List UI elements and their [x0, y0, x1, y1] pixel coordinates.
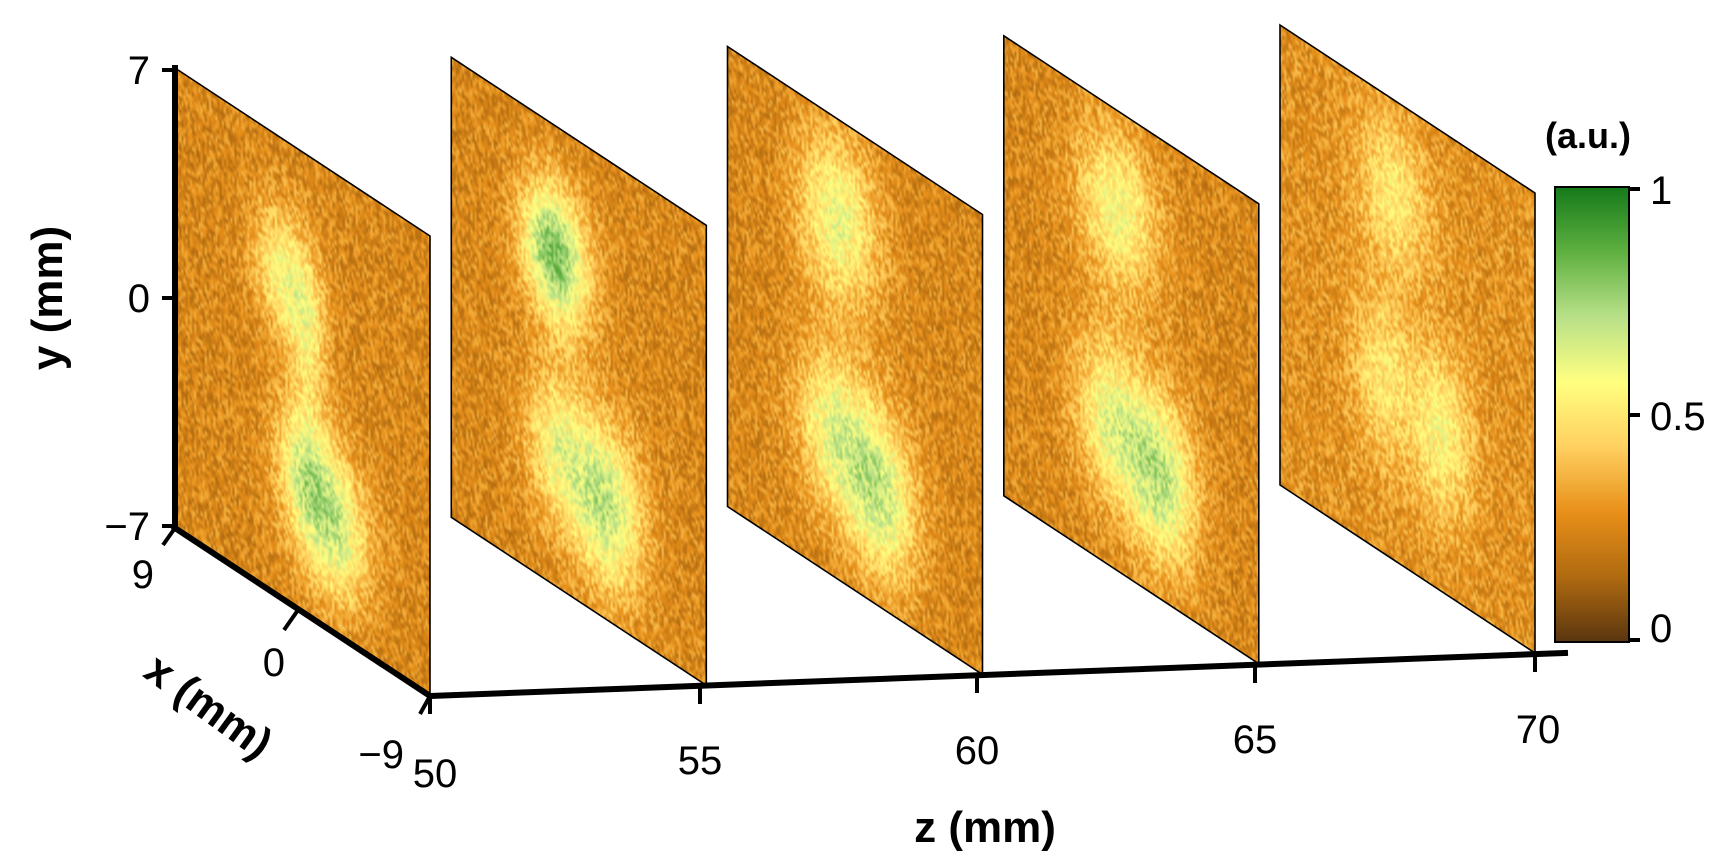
slice-group	[175, 25, 1535, 696]
y-axis-title: y (mm)	[23, 226, 72, 370]
slice-frame	[451, 57, 706, 685]
slice-z-70	[1280, 25, 1535, 653]
x-tick-9	[161, 526, 177, 547]
colorbar-tick-label: 0	[1650, 607, 1672, 651]
x-axis-title: x (mm)	[136, 644, 282, 768]
colorbar-tick-label: 1	[1650, 169, 1672, 213]
slice-z-60	[728, 47, 983, 675]
y-tick-label: 7	[128, 49, 150, 93]
z-axis-line	[426, 649, 1569, 700]
slice-heatmap	[1280, 25, 1535, 653]
slice-frame	[1280, 25, 1535, 653]
slice-z-55	[451, 57, 706, 685]
colorbar: (a.u.) 1 0.5 0	[1545, 115, 1706, 651]
z-tick-label: 50	[413, 752, 458, 796]
colorbar-tick-label: 0.5	[1650, 395, 1706, 439]
slice-frame	[728, 47, 983, 675]
x-tick-label: 0	[263, 641, 285, 685]
z-tick-label: 65	[1233, 718, 1278, 762]
x-tick-label: 9	[132, 553, 154, 597]
slice-frame	[1004, 36, 1259, 664]
x-axis-line	[170, 523, 435, 701]
colorbar-gradient	[1554, 186, 1630, 643]
slice-heatmap	[175, 68, 430, 696]
x-tick-0	[282, 608, 300, 632]
slice-heatmap	[727, 46, 983, 675]
z-tick-label: 55	[678, 739, 723, 783]
z-axis-title: z (mm)	[914, 803, 1056, 852]
z-tick-label: 70	[1516, 708, 1561, 752]
slice-z-50	[175, 68, 430, 696]
z-tick-label: 60	[955, 729, 1000, 773]
y-tick-label: −7	[104, 505, 150, 549]
slice-z-65	[1004, 36, 1259, 664]
slice-heatmap	[451, 57, 707, 686]
slice-heatmap	[1003, 35, 1259, 664]
x-tick-label: −9	[358, 733, 404, 777]
y-tick-label: 0	[128, 277, 150, 321]
colorbar-title: (a.u.)	[1545, 115, 1631, 156]
